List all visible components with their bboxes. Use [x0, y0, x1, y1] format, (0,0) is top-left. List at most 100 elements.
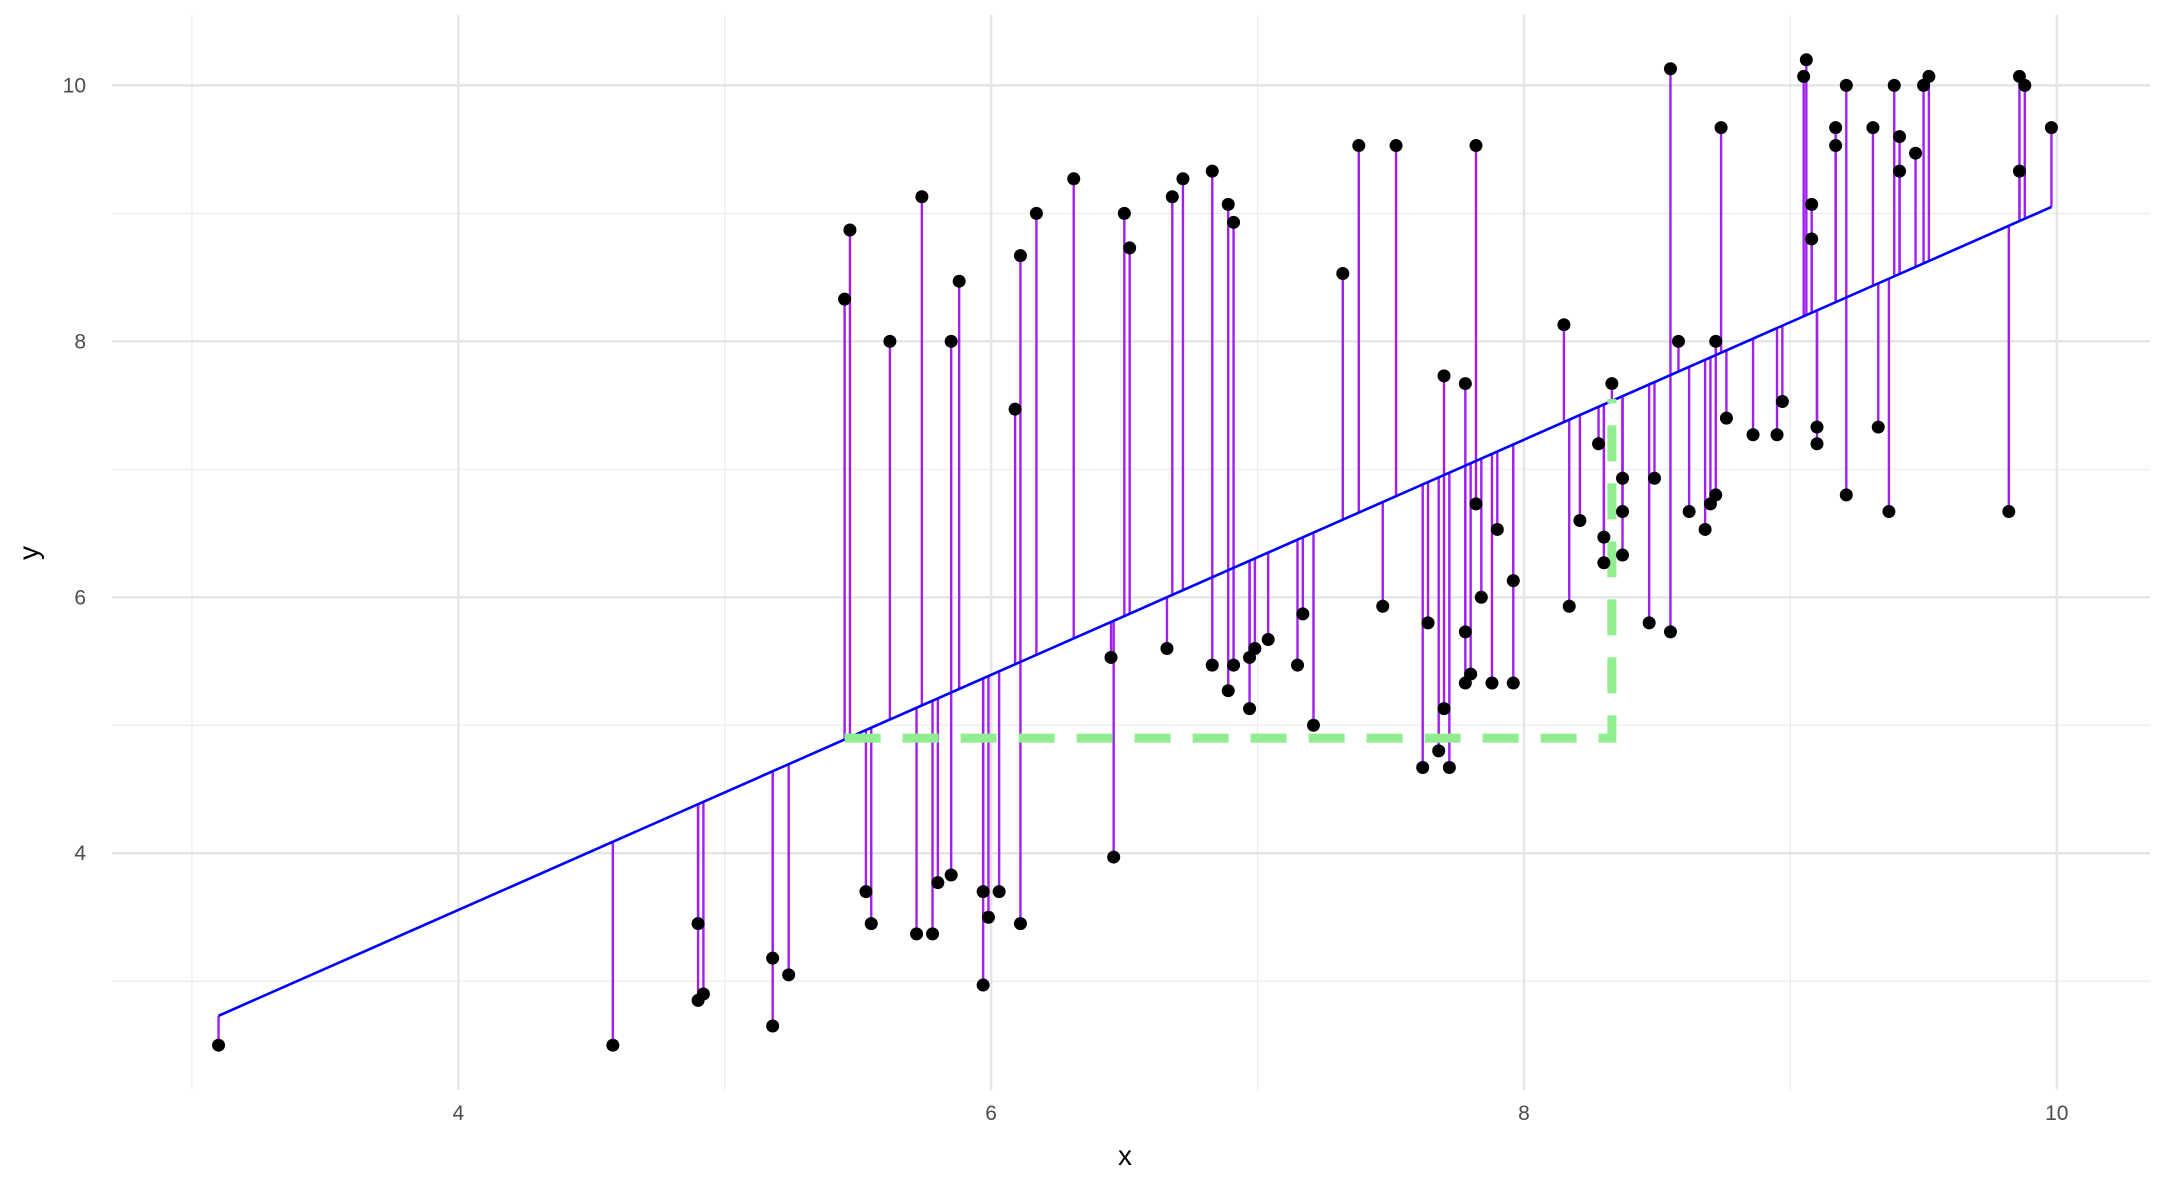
data-point	[1810, 420, 1824, 434]
data-point	[606, 1038, 620, 1052]
x-tick-label: 8	[1518, 1102, 1530, 1125]
data-point	[1160, 641, 1174, 655]
data-point	[1592, 437, 1606, 451]
data-point	[883, 334, 897, 348]
data-point	[1485, 676, 1499, 690]
data-point	[1616, 505, 1630, 519]
data-point	[1829, 139, 1843, 153]
data-point	[1805, 232, 1819, 246]
data-point	[691, 917, 705, 931]
data-point	[1866, 121, 1880, 135]
data-point	[2002, 505, 2016, 519]
data-point	[926, 927, 940, 941]
data-point	[1227, 215, 1241, 229]
data-point	[1261, 633, 1275, 647]
data-point	[1506, 574, 1520, 588]
data-point	[1458, 377, 1472, 391]
regression-line	[218, 205, 2052, 1017]
data-point	[1458, 625, 1472, 639]
data-point	[2044, 121, 2058, 135]
data-point	[1296, 607, 1310, 621]
y-tick-label: 6	[74, 586, 86, 609]
data-point	[1336, 267, 1350, 281]
data-point	[1469, 497, 1483, 511]
data-point	[1557, 318, 1571, 332]
data-point	[1647, 471, 1661, 485]
data-point	[864, 917, 878, 931]
data-point	[1714, 121, 1728, 135]
data-point	[1663, 625, 1677, 639]
data-point	[1562, 599, 1576, 613]
data-point	[212, 1038, 226, 1052]
data-point	[1029, 206, 1043, 220]
data-point	[1067, 172, 1081, 186]
data-point	[1698, 522, 1712, 536]
data-point	[1642, 616, 1656, 630]
x-tick-label: 4	[452, 1102, 464, 1125]
data-point	[1176, 172, 1190, 186]
x-axis-title: x	[1118, 1140, 1132, 1171]
data-point	[1421, 616, 1435, 630]
data-point	[1442, 761, 1456, 774]
data-point	[1437, 702, 1451, 716]
data-points	[212, 53, 2058, 1052]
data-point	[992, 885, 1006, 899]
data-point	[1464, 667, 1478, 681]
data-point	[944, 868, 958, 882]
data-point	[1474, 590, 1488, 604]
data-point	[1221, 684, 1235, 698]
y-axis-tick-labels: 4 6 8 10	[63, 74, 87, 865]
y-tick-label: 10	[63, 74, 86, 97]
highlight-dashed-path	[844, 398, 1617, 743]
x-tick-label: 6	[985, 1102, 997, 1125]
data-point	[1882, 505, 1896, 519]
data-point	[1829, 121, 1843, 135]
y-tick-label: 8	[74, 330, 86, 353]
data-point	[1416, 761, 1430, 774]
data-point	[976, 978, 990, 992]
data-point	[838, 292, 852, 306]
data-point	[2018, 78, 2032, 92]
data-point	[1616, 548, 1630, 562]
data-point	[1719, 411, 1733, 425]
data-point	[1839, 488, 1853, 502]
grid-minor-lines	[112, 15, 2150, 1090]
data-point	[1671, 334, 1685, 348]
data-point	[1682, 505, 1696, 519]
data-point	[1616, 471, 1630, 485]
residual-segments	[217, 59, 2053, 1046]
y-axis-title: y	[13, 546, 44, 560]
data-point	[1291, 658, 1305, 672]
data-point	[910, 927, 924, 941]
data-point	[1909, 146, 1923, 160]
data-point	[1663, 62, 1677, 76]
x-tick-label: 10	[2045, 1102, 2068, 1125]
data-point	[1008, 402, 1022, 416]
data-point	[1597, 556, 1611, 570]
y-tick-label: 4	[74, 842, 86, 865]
data-point	[1248, 641, 1262, 655]
data-point	[1506, 676, 1520, 690]
data-point	[859, 885, 873, 899]
data-point	[1432, 744, 1446, 758]
data-point	[782, 968, 796, 982]
data-point	[1871, 420, 1885, 434]
data-point	[1469, 139, 1483, 153]
data-point	[1573, 514, 1587, 528]
data-point	[1205, 164, 1219, 178]
data-point	[1243, 702, 1257, 716]
data-point	[1810, 437, 1824, 451]
data-point	[1227, 658, 1241, 672]
data-point	[843, 223, 857, 237]
data-point	[1893, 164, 1907, 178]
data-point	[952, 274, 966, 288]
data-point	[1013, 917, 1027, 931]
data-point	[1205, 658, 1219, 672]
data-point	[1709, 488, 1723, 502]
data-point	[1389, 139, 1403, 153]
data-point	[1123, 241, 1137, 255]
data-point	[1839, 78, 1853, 92]
data-point	[1165, 190, 1179, 204]
